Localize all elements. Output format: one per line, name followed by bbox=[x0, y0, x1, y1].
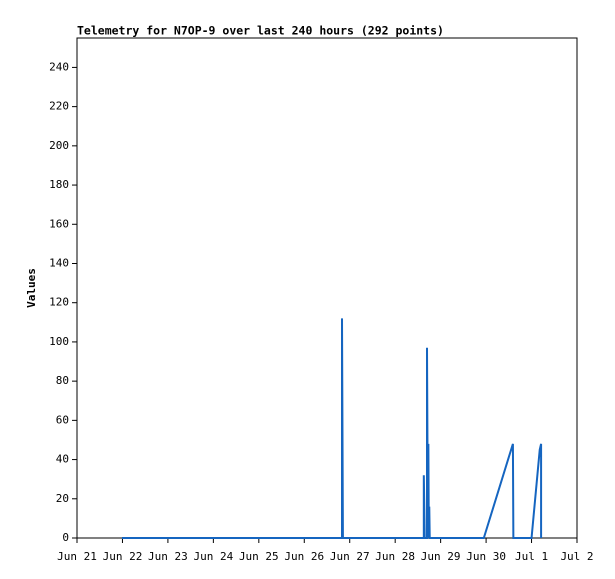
x-tick-label: Jun 24 bbox=[193, 550, 233, 563]
x-tick-label: Jun 25 bbox=[239, 550, 279, 563]
y-tick-label: 220 bbox=[49, 100, 69, 113]
x-tick-label: Jul 2 bbox=[560, 550, 593, 563]
x-tick-label: Jun 21 bbox=[57, 550, 97, 563]
x-tick-label: Jun 29 bbox=[421, 550, 461, 563]
x-tick-label: Jun 27 bbox=[330, 550, 370, 563]
chart-title: Telemetry for N7OP-9 over last 240 hours… bbox=[77, 24, 444, 38]
x-tick-label: Jun 22 bbox=[103, 550, 143, 563]
y-tick-label: 240 bbox=[49, 60, 69, 73]
x-tick-label: Jun 26 bbox=[284, 550, 324, 563]
x-tick-label: Jun 28 bbox=[375, 550, 415, 563]
y-tick-label: 20 bbox=[56, 492, 69, 505]
y-tick-label: 80 bbox=[56, 374, 69, 387]
data-line bbox=[122, 318, 543, 539]
y-tick-label: 100 bbox=[49, 335, 69, 348]
y-tick-label: 200 bbox=[49, 139, 69, 152]
x-tick-label: Jul 1 bbox=[515, 550, 548, 563]
y-tick-label: 60 bbox=[56, 413, 69, 426]
x-tick-label: Jun 30 bbox=[466, 550, 506, 563]
y-tick-label: 180 bbox=[49, 178, 69, 191]
y-tick-label: 160 bbox=[49, 217, 69, 230]
y-tick-label: 120 bbox=[49, 296, 69, 309]
y-tick-label: 40 bbox=[56, 453, 69, 466]
y-tick-label: 0 bbox=[62, 531, 69, 544]
x-tick-label: Jun 23 bbox=[148, 550, 188, 563]
y-axis-label: Values bbox=[25, 268, 38, 308]
plot-frame bbox=[76, 37, 578, 539]
y-tick-label: 140 bbox=[49, 256, 69, 269]
